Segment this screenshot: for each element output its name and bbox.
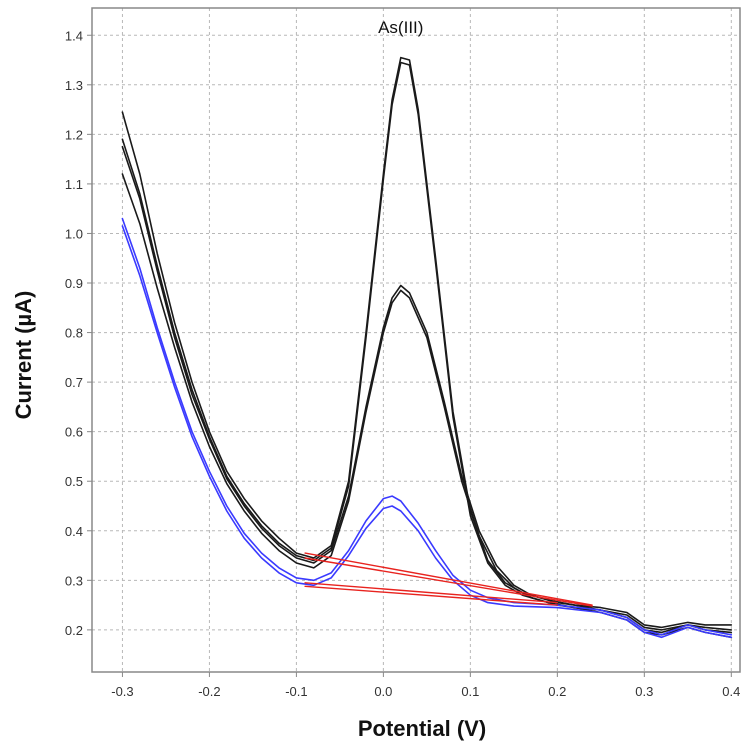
x-tick-label: 0.2 (548, 684, 566, 699)
y-tick-label: 1.0 (65, 226, 83, 241)
x-tick-label: 0.4 (722, 684, 740, 699)
x-tick-label: -0.2 (198, 684, 220, 699)
black-curve-1 (121, 56, 733, 629)
y-tick-label: 1.2 (65, 127, 83, 142)
plot-frame (91, 7, 741, 673)
x-tick-label: 0.0 (374, 684, 392, 699)
y-axis-label: Current (µA) (11, 291, 36, 420)
y-tick-label: 0.4 (65, 524, 83, 539)
y-tick-label: 0.3 (65, 573, 83, 588)
y-tick-label: 0.7 (65, 375, 83, 390)
y-tick-label: 0.5 (65, 474, 83, 489)
red-curve-7 (304, 552, 593, 606)
x-tick-label: 0.1 (461, 684, 479, 699)
x-axis-ticks: -0.3 -0.2 -0.1 0.0 0.1 0.2 0.3 0.4 (111, 672, 740, 699)
y-tick-label: 0.2 (65, 623, 83, 638)
red-curve-10 (304, 585, 558, 606)
y-tick-label: 1.3 (65, 78, 83, 93)
y-axis-ticks: 0.2 0.3 0.4 0.5 0.6 0.7 0.8 0.9 1.0 1.1 1.2 1.3 1.4 (65, 28, 92, 638)
red-curve-8 (304, 557, 593, 607)
y-tick-label: 0.8 (65, 326, 83, 341)
x-axis-label: Potential (V) (358, 716, 486, 741)
y-tick-label: 1.1 (65, 177, 83, 192)
blue-curve-6 (121, 225, 733, 639)
y-tick-label: 1.4 (65, 28, 83, 43)
blue-curve-5 (121, 217, 733, 636)
grid-lines (92, 8, 740, 672)
y-tick-label: 0.6 (65, 425, 83, 440)
x-tick-label: 0.3 (635, 684, 653, 699)
x-tick-label: -0.1 (285, 684, 307, 699)
curve-group (121, 56, 733, 639)
x-tick-label: -0.3 (111, 684, 133, 699)
red-curve-9 (304, 582, 558, 604)
y-tick-label: 0.9 (65, 276, 83, 291)
peak-annotation-as-iii: As(III) (378, 18, 423, 37)
